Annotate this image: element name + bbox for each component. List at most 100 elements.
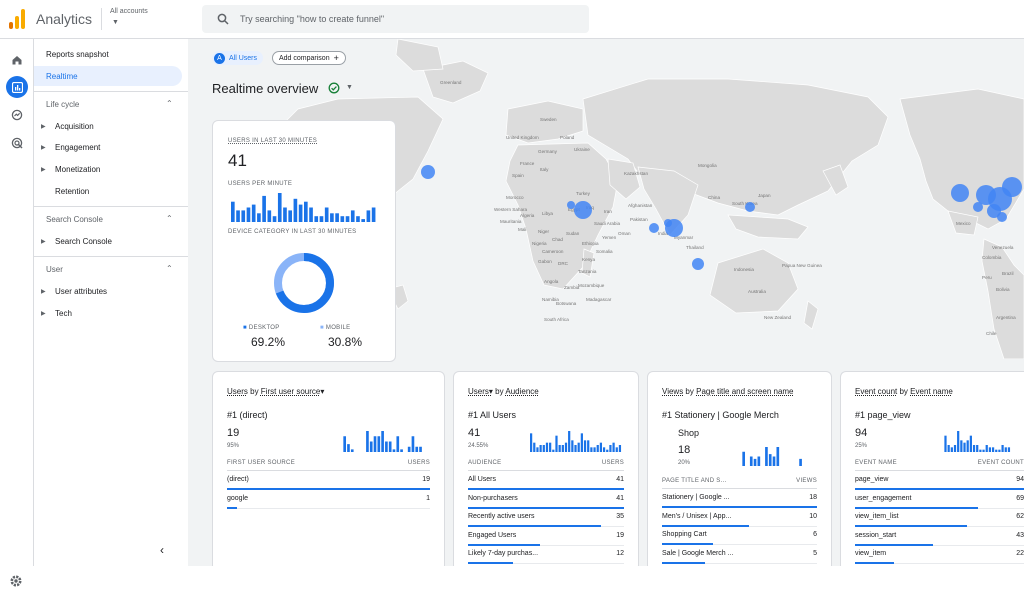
table-row[interactable]: Engaged Users 19	[468, 528, 624, 546]
map-user-dot[interactable]	[987, 204, 1001, 218]
account-selector[interactable]: All accounts	[110, 8, 148, 15]
reports-icon[interactable]	[6, 76, 28, 98]
users-per-minute-chart[interactable]	[231, 192, 377, 222]
row-value: 12	[616, 550, 624, 557]
map-user-dot[interactable]	[692, 258, 704, 270]
collapse-icon[interactable]: ⌃	[166, 99, 173, 108]
nav-realtime[interactable]: Realtime	[34, 66, 182, 86]
table-row[interactable]: Men's / Unisex | App... 10	[662, 509, 817, 527]
card-title[interactable]: Users▾ by Audience	[468, 387, 539, 396]
table-row[interactable]: google 1	[227, 491, 430, 509]
top-item-sparkline[interactable]	[919, 430, 1011, 452]
table-row[interactable]: Shopping Cart 6	[662, 527, 817, 545]
metric-label[interactable]: Users▾	[468, 387, 493, 396]
table-row[interactable]: user_engagement 69	[855, 491, 1024, 509]
users-30min-label[interactable]: USERS IN LAST 30 MINUTES	[228, 138, 318, 144]
nav-item-monetization[interactable]: ▶ Monetization	[34, 159, 182, 179]
sparkline-bar	[251, 204, 256, 222]
sparkline-bar	[768, 454, 772, 466]
column-header-users[interactable]: USERS	[601, 460, 624, 466]
table-row[interactable]: All Users 41	[468, 472, 624, 490]
map-user-dot[interactable]	[421, 165, 435, 179]
search-bar[interactable]	[202, 5, 589, 33]
map-user-dot[interactable]	[649, 223, 659, 233]
table-row[interactable]: Likely 7-day purchas... 12	[468, 546, 624, 564]
home-icon[interactable]	[6, 49, 28, 71]
column-header-page-title[interactable]: PAGE TITLE AND S...	[662, 478, 727, 484]
map-label: Iran	[604, 209, 612, 214]
map-label: Mauritania	[500, 219, 522, 224]
map-user-dot[interactable]	[1002, 177, 1022, 197]
nav-item-retention[interactable]: Retention	[34, 181, 182, 201]
table-row[interactable]: Recently active users 35	[468, 509, 624, 527]
nav-section-life-cycle[interactable]: Life cycle	[46, 100, 80, 109]
account-dropdown-icon[interactable]: ▼	[112, 19, 119, 26]
column-header-audience[interactable]: AUDIENCE	[468, 460, 502, 466]
analytics-logo-icon[interactable]	[9, 9, 27, 29]
top-item-sparkline[interactable]	[530, 430, 622, 452]
column-header-source[interactable]: FIRST USER SOURCE	[227, 460, 295, 466]
comparison-chip-all-users[interactable]: A All Users	[212, 51, 264, 65]
collapse-nav-chevron-icon[interactable]: ‹	[160, 543, 164, 557]
column-header-event-name[interactable]: EVENT NAME	[855, 460, 897, 466]
nav-item-tech[interactable]: ▶ Tech	[34, 303, 182, 323]
sparkline-bar	[561, 445, 564, 452]
map-label: Turkey	[576, 191, 591, 196]
map-user-dot[interactable]	[567, 201, 575, 209]
sparkline-bar	[944, 435, 947, 452]
metric-label[interactable]: Users	[227, 387, 248, 396]
explore-icon[interactable]	[6, 104, 28, 126]
collapse-icon[interactable]: ⌃	[166, 264, 173, 273]
map-user-dot[interactable]	[745, 202, 755, 212]
row-label: google	[227, 494, 249, 502]
card-title[interactable]: Event count by Event name	[855, 387, 953, 396]
metric-label[interactable]: Views	[662, 387, 684, 396]
card-title[interactable]: Users by First user source▾	[227, 387, 324, 396]
column-header-users[interactable]: USERS	[407, 460, 430, 466]
dimension-label[interactable]: First user source	[260, 387, 321, 396]
map-user-dot[interactable]	[664, 219, 672, 227]
nav-reports-snapshot[interactable]: Reports snapshot	[34, 44, 182, 64]
add-comparison-button[interactable]: Add comparison +	[272, 51, 346, 65]
table-row[interactable]: Sale | Google Merch ... 5	[662, 546, 817, 564]
top-item-sparkline[interactable]	[313, 430, 423, 452]
nav-item-engagement[interactable]: ▶ Engagement	[34, 137, 182, 157]
title-dropdown-icon[interactable]: ▼	[346, 84, 353, 91]
card-title[interactable]: Views by Page title and screen name	[662, 387, 794, 396]
map-user-dot[interactable]	[997, 212, 1007, 222]
dimension-label[interactable]: Event name	[910, 387, 953, 396]
sparkline-bar	[330, 213, 334, 222]
table-row[interactable]: Non-purchasers 41	[468, 491, 624, 509]
table-row[interactable]: view_item 22	[855, 546, 1024, 564]
top-item-sparkline[interactable]	[712, 446, 822, 466]
table-row[interactable]: Stationery | Google ... 18	[662, 490, 817, 508]
metric-label[interactable]: Event count	[855, 387, 898, 396]
table-row[interactable]: (direct) 19	[227, 472, 430, 490]
nav-item-acquisition[interactable]: ▶ Acquisition	[34, 116, 182, 136]
table-row[interactable]: view_item_list 62	[855, 509, 1024, 527]
donut-desktop-segment[interactable]	[274, 253, 334, 313]
device-donut-chart[interactable]	[273, 252, 335, 314]
map-user-dot[interactable]	[574, 201, 592, 219]
nav-section-search-console[interactable]: Search Console	[46, 215, 103, 224]
verified-check-icon[interactable]	[328, 82, 340, 94]
nav-section-user[interactable]: User	[46, 265, 63, 274]
collapse-icon[interactable]: ⌃	[166, 214, 173, 223]
admin-gear-icon[interactable]	[9, 574, 23, 593]
nav-label: Engagement	[55, 142, 101, 152]
map-label: Pakistan	[630, 217, 648, 222]
dimension-label[interactable]: Audience	[505, 387, 539, 396]
nav-item-user-attributes[interactable]: ▶ User attributes	[34, 281, 182, 301]
dimension-dropdown-icon[interactable]: ▾	[320, 387, 325, 396]
nav-item-search-console[interactable]: ▶ Search Console	[34, 231, 182, 251]
map-user-dot[interactable]	[973, 202, 983, 212]
map-user-dot[interactable]	[951, 184, 969, 202]
search-input[interactable]	[240, 11, 570, 27]
table-row[interactable]: session_start 43	[855, 528, 1024, 546]
column-header-event-count[interactable]: EVENT COUNT	[977, 460, 1024, 466]
advertising-icon[interactable]	[6, 132, 28, 154]
table-row[interactable]: page_view 94	[855, 472, 1024, 490]
column-header-views[interactable]: VIEWS	[796, 478, 817, 484]
row-share-bar	[468, 488, 624, 490]
dimension-label[interactable]: Page title and screen name	[696, 387, 794, 396]
